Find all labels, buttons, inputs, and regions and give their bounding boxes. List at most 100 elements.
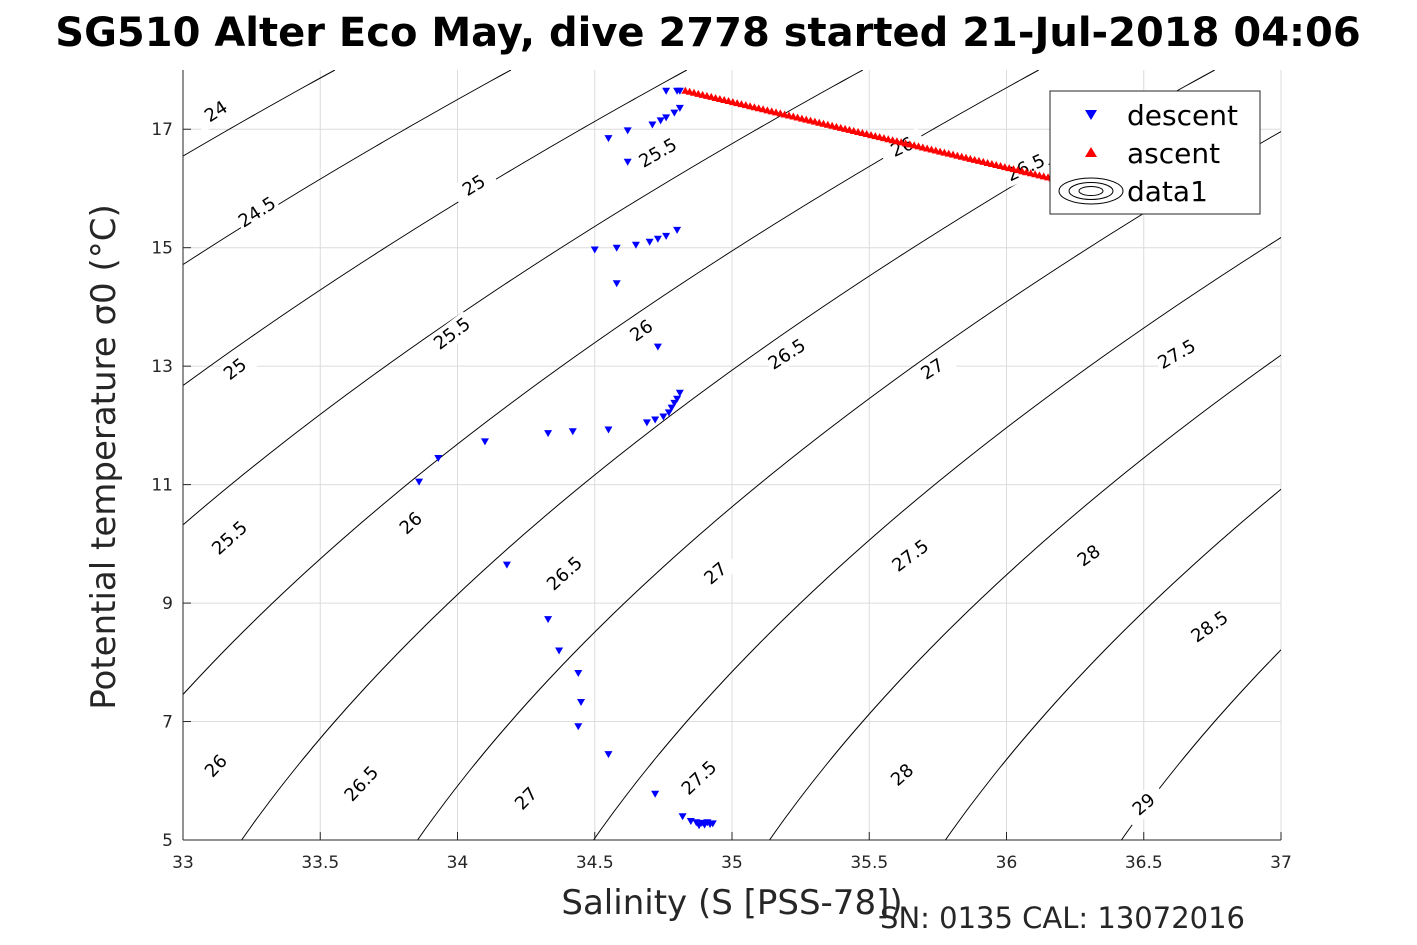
isopycnal-line [769, 354, 1281, 840]
y-tick-label: 13 [151, 357, 173, 377]
descent-point [577, 698, 586, 706]
descent-point [612, 244, 621, 252]
legend-data1-label: data1 [1127, 175, 1208, 208]
contour-label-bg [762, 333, 812, 376]
x-tick-label: 36.5 [1125, 853, 1163, 873]
axes [182, 70, 1282, 841]
descent-point [574, 669, 583, 677]
descent-point [673, 226, 682, 234]
contour-label-bg [878, 752, 927, 798]
descent-point [604, 426, 613, 434]
legend-ascent-label: ascent [1127, 137, 1220, 170]
descent-point [670, 399, 679, 407]
descent-point [673, 395, 682, 403]
x-axis-label: Salinity (S [PSS-78]) [561, 883, 902, 923]
contour-label-bg [633, 132, 683, 174]
x-tick-label: 34.5 [576, 853, 614, 873]
descent-point [664, 409, 673, 417]
isopycnal-line [1120, 649, 1281, 840]
contour-label-bg [211, 346, 260, 392]
data-points [415, 86, 1074, 830]
descent-point [480, 438, 489, 446]
footer-calibration: SN: 0135 CAL: 13072016 [880, 901, 1245, 935]
descent-point [612, 280, 621, 288]
legend: descent ascent data1 [1049, 90, 1261, 215]
contour-label-bg [617, 308, 666, 353]
contour-label-bg [877, 127, 927, 167]
descent-point [415, 478, 424, 486]
contour-label-bg [907, 348, 957, 391]
descent-point [700, 821, 709, 829]
descent-point [662, 87, 671, 95]
y-tick-labels: 5 7 9 11 13 15 17 [151, 120, 173, 851]
y-tick-label: 5 [162, 831, 173, 851]
descent-point [631, 241, 640, 249]
descent-point [648, 121, 657, 129]
contour-label-bg [1152, 333, 1202, 375]
descent-point [662, 232, 671, 240]
contour-label-bg [1185, 605, 1234, 649]
y-tick-label: 9 [162, 594, 173, 614]
contour-label-bg [886, 533, 935, 578]
descent-point [623, 158, 632, 166]
descent-point [590, 246, 599, 254]
y-tick-label: 11 [151, 476, 173, 496]
descent-point [653, 235, 662, 243]
descent-point [675, 104, 684, 112]
legend-ascent-marker [1085, 147, 1097, 157]
descent-point [656, 117, 665, 125]
contour-label-bg [1064, 534, 1114, 578]
y-tick-label: 15 [151, 239, 173, 259]
descent-point [555, 647, 564, 655]
descent-point [675, 389, 684, 397]
legend-descent-marker [1085, 110, 1097, 120]
legend-contour-icon [1058, 177, 1124, 205]
x-tick-label: 33.5 [301, 853, 339, 873]
contour-label-bg [1001, 148, 1051, 187]
descent-point [678, 813, 687, 821]
descent-point [675, 87, 684, 95]
contour-label-bg [192, 742, 239, 790]
x-tick-label: 35 [721, 853, 743, 873]
chart-title: SG510 Alter Eco May, dive 2778 started 2… [55, 10, 1360, 56]
isopycnal-line [183, 70, 1039, 696]
descent-point [645, 238, 654, 246]
descent-point [659, 413, 668, 421]
contour-label-bg [502, 775, 550, 822]
descent-point [604, 135, 613, 143]
isopycnal-line [183, 70, 512, 266]
contour-label-bg [205, 515, 254, 561]
isopycnal-line [593, 236, 1281, 840]
descent-point [574, 723, 583, 731]
descent-point [568, 428, 577, 436]
x-tick-label: 34 [447, 853, 469, 873]
contour-label-bg [540, 550, 589, 597]
descent-point [623, 127, 632, 135]
y-axis-label: Potential temperature σ0 (°C) [84, 204, 124, 710]
descent-point [662, 114, 671, 122]
contour-label-bg [191, 90, 241, 133]
descent-point [653, 343, 662, 351]
contour-label-bg [338, 760, 385, 808]
contour-label-bg [691, 550, 740, 597]
descent-point [706, 821, 715, 829]
isopycnal-line [1297, 70, 1417, 840]
contour-label-bg [232, 190, 282, 234]
x-tick-labels: 33 33.5 34 34.5 35 35.5 36 36.5 37 [172, 853, 1292, 873]
legend-descent-label: descent [1127, 99, 1238, 132]
isopycnal-line [944, 488, 1281, 840]
descent-point [434, 454, 443, 462]
x-tick-label: 35.5 [850, 853, 888, 873]
x-tick-label: 37 [1270, 853, 1292, 873]
isopycnal-line [241, 70, 1215, 840]
descent-point [651, 790, 660, 798]
contour-label-bg [387, 500, 435, 547]
descent-point [544, 616, 553, 624]
contour-label-bg [427, 311, 477, 356]
descent-point [544, 430, 553, 438]
descent-point [651, 416, 660, 424]
descent-point [667, 404, 676, 412]
isopycnal-line [183, 70, 864, 526]
contour-label-bg [675, 754, 723, 801]
y-tick-label: 7 [162, 713, 173, 733]
